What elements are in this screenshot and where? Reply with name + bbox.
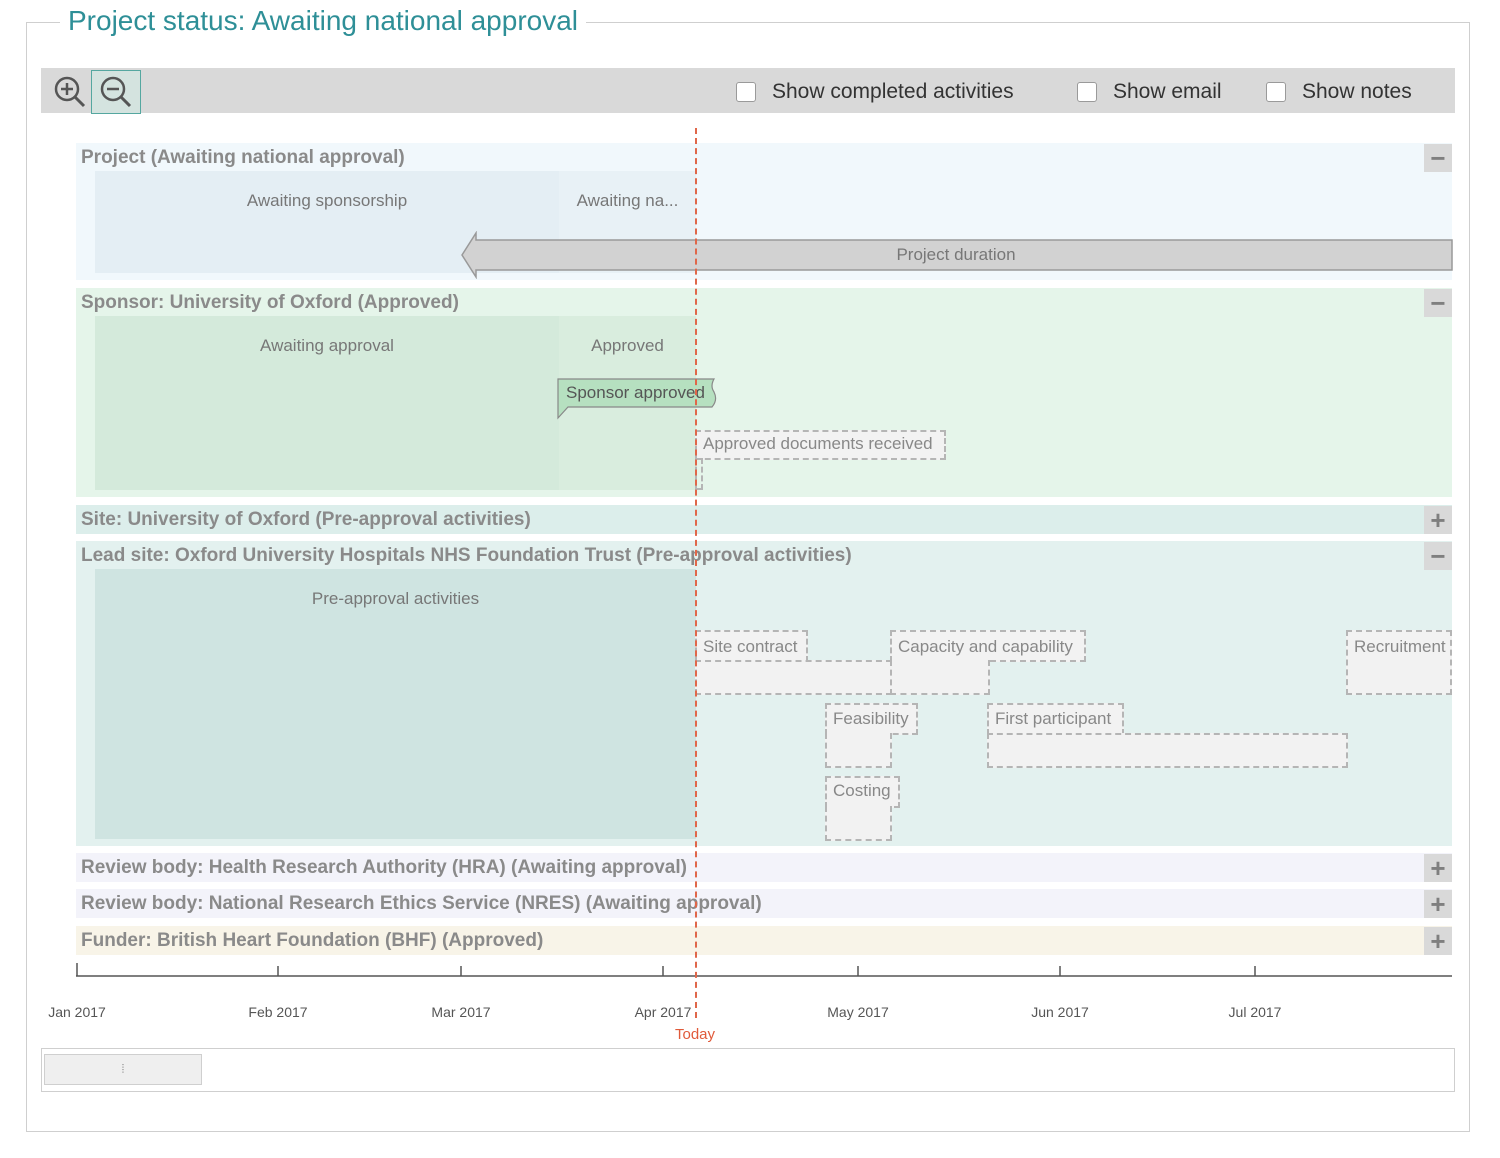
project-duration-bar[interactable] — [458, 231, 1454, 279]
axis-tick-label: Jun 2017 — [1031, 1004, 1089, 1020]
zoom-out-button[interactable] — [91, 70, 141, 114]
expand-toggle[interactable]: + — [1424, 506, 1452, 534]
expand-toggle[interactable]: + — [1424, 927, 1452, 955]
collapse-toggle[interactable]: − — [1424, 144, 1452, 172]
group-label: Lead site: Oxford University Hospitals N… — [81, 545, 852, 566]
show-completed-checkbox[interactable]: Show completed activities — [736, 80, 1014, 104]
group-review-hra: Review body: Health Research Authority (… — [76, 853, 1452, 882]
checkbox-label: Show completed activities — [772, 80, 1014, 103]
group-project: Project (Awaiting national approval) − A… — [76, 143, 1454, 280]
time-axis — [76, 963, 1452, 977]
today-marker-line — [695, 128, 697, 1018]
grip-icon: ⦙ — [121, 1062, 125, 1076]
axis-tick-label: Jul 2017 — [1228, 1004, 1282, 1020]
activity-label: Recruitment — [1354, 637, 1446, 656]
activity-label: Approved documents received — [703, 434, 933, 453]
group-sponsor: Sponsor: University of Oxford (Approved)… — [76, 288, 1452, 497]
group-label: Funder: British Heart Foundation (BHF) (… — [81, 930, 544, 951]
zoom-in-icon — [54, 76, 86, 108]
collapse-toggle[interactable]: − — [1424, 542, 1452, 570]
axis-tick-label: Mar 2017 — [431, 1004, 491, 1020]
timeline-scrollbar[interactable]: ⦙ — [41, 1048, 1455, 1092]
activity-label: Costing — [833, 781, 891, 800]
recruitment-activity[interactable] — [1346, 630, 1452, 695]
first-participant-bar[interactable] — [987, 733, 1348, 768]
checkbox-label: Show email — [1113, 80, 1222, 103]
phase-pre-approval — [95, 569, 696, 839]
phase-awaiting-approval — [95, 316, 559, 490]
show-notes-checkbox[interactable]: Show notes — [1266, 80, 1412, 104]
today-label: Today — [674, 1026, 716, 1043]
site-contract-bar[interactable] — [695, 660, 892, 695]
axis-tick-label: May 2017 — [827, 1004, 889, 1020]
panel-title: Project status: Awaiting national approv… — [60, 4, 587, 38]
project-duration-label: Project duration — [896, 245, 1016, 264]
group-lead-site: Lead site: Oxford University Hospitals N… — [76, 541, 1452, 846]
zoom-out-icon — [100, 76, 132, 108]
status-panel — [26, 22, 1470, 1132]
phase-label: Awaiting approval — [260, 336, 394, 355]
checkbox-box[interactable] — [1266, 82, 1286, 102]
toolbar — [41, 68, 1455, 114]
sponsor-approved-flag[interactable] — [556, 376, 722, 420]
activity-label: First participant — [995, 709, 1112, 728]
group-label: Review body: Health Research Authority (… — [81, 857, 687, 878]
phase-label: Approved — [591, 336, 664, 355]
collapse-toggle[interactable]: − — [1424, 289, 1452, 317]
axis-tick-label: Feb 2017 — [248, 1004, 308, 1020]
group-label: Review body: National Research Ethics Se… — [81, 893, 762, 914]
phase-label: Awaiting sponsorship — [246, 191, 408, 210]
site-contract-activity[interactable] — [695, 630, 808, 662]
costing-bar[interactable] — [825, 806, 892, 841]
activity-label: Capacity and capability — [898, 637, 1073, 656]
capacity-capability-bar[interactable] — [890, 660, 990, 695]
axis-tick-label: Jan 2017 — [48, 1004, 106, 1020]
expand-toggle[interactable]: + — [1424, 890, 1452, 918]
activity-label: Site contract — [703, 637, 798, 656]
feasibility-bar[interactable] — [825, 733, 892, 768]
checkbox-label: Show notes — [1302, 80, 1412, 103]
group-label: Site: University of Oxford (Pre-approval… — [81, 509, 531, 530]
phase-label: Pre-approval activities — [311, 589, 480, 608]
group-site: Site: University of Oxford (Pre-approval… — [76, 505, 1452, 534]
zoom-in-button[interactable] — [45, 70, 95, 114]
scrollbar-thumb[interactable]: ⦙ — [44, 1054, 202, 1085]
milestone-label: Sponsor approved — [566, 383, 705, 402]
show-email-checkbox[interactable]: Show email — [1077, 80, 1222, 104]
phase-label: Awaiting na... — [576, 191, 679, 210]
expand-toggle[interactable]: + — [1424, 854, 1452, 882]
axis-tick-label: Apr 2017 — [634, 1004, 692, 1020]
activity-label: Feasibility — [833, 709, 909, 728]
group-funder: Funder: British Heart Foundation (BHF) (… — [76, 926, 1452, 955]
group-label: Project (Awaiting national approval) — [81, 147, 405, 168]
checkbox-box[interactable] — [1077, 82, 1097, 102]
group-review-nres: Review body: National Research Ethics Se… — [76, 889, 1452, 918]
feasibility-activity[interactable] — [825, 703, 918, 735]
checkbox-box[interactable] — [736, 82, 756, 102]
approved-documents-activity[interactable] — [695, 430, 946, 460]
group-label: Sponsor: University of Oxford (Approved) — [81, 292, 459, 313]
